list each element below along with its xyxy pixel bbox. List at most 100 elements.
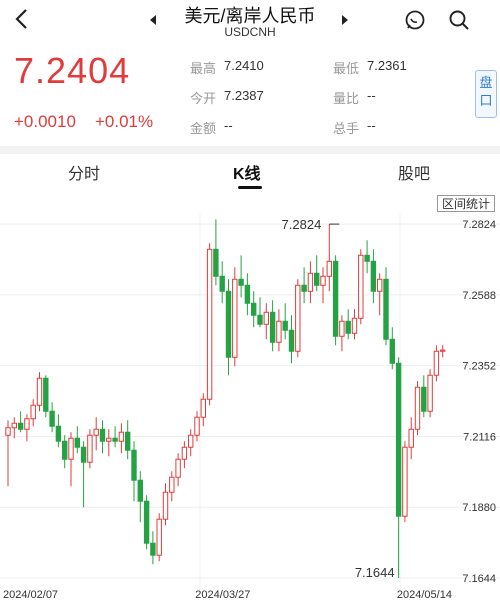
candle-body (370, 260, 377, 292)
stat-label: 最高 (190, 61, 217, 76)
candle-body (36, 377, 43, 406)
candle-body (169, 476, 175, 493)
candle-body (320, 275, 326, 286)
candle-body (408, 428, 414, 448)
candle-body (263, 311, 270, 325)
candle-body (295, 284, 301, 352)
candle-body (87, 434, 93, 463)
candle-body (339, 320, 345, 337)
candle-body (288, 329, 295, 352)
candle-body (257, 314, 263, 325)
search-icon[interactable] (448, 9, 470, 31)
candle-body (175, 458, 181, 478)
candle-body (74, 437, 80, 448)
candle-body (383, 278, 389, 340)
candle-body (62, 440, 68, 460)
min-annotation: 7.1644 (355, 565, 395, 580)
candle-body (307, 272, 314, 292)
price: 7.2404 (14, 50, 131, 91)
candle-body (181, 446, 188, 460)
candle-body (17, 422, 24, 430)
candle-body (200, 398, 207, 418)
stat-label: 最低 (333, 61, 360, 76)
candle-body (162, 491, 169, 520)
candle-body (377, 278, 383, 292)
candle-body (55, 425, 62, 442)
candle-body (143, 500, 150, 544)
stat-value: 7.2387 (224, 88, 264, 103)
next-button[interactable] (340, 14, 350, 26)
y-tick-label: 7.2824 (462, 219, 496, 231)
candle-body (282, 320, 288, 331)
stat-label: 今开 (190, 91, 217, 106)
candle-body (219, 275, 225, 292)
x-tick-label: 2024/05/14 (397, 589, 452, 601)
candle-body (93, 428, 99, 436)
candle-body (131, 449, 137, 481)
candle-body (225, 290, 232, 358)
tab-indicator (238, 186, 262, 189)
candle-body (314, 272, 320, 286)
candle-body (125, 431, 131, 451)
prev-button[interactable] (148, 14, 158, 26)
candle-body (269, 311, 276, 343)
candle-body (43, 377, 49, 412)
stat-label: 金额 (190, 121, 217, 136)
candle-body (11, 422, 18, 429)
stat-label: 总手 (333, 121, 360, 136)
candle-body (301, 284, 307, 292)
candle-body (395, 362, 402, 517)
y-tick-label: 7.1880 (462, 502, 496, 514)
tab[interactable]: 股吧 (398, 166, 431, 183)
candle-body (332, 260, 339, 337)
x-tick-label: 2024/03/27 (195, 589, 250, 601)
candle-body (156, 518, 162, 556)
stat-value: -- (367, 118, 376, 133)
candle-body (326, 260, 333, 277)
max-annotation: 7.2824 (282, 217, 322, 232)
stat-value: 7.2361 (367, 58, 407, 73)
candle-body (276, 320, 282, 343)
stat-value: 7.2410 (224, 58, 264, 73)
x-tick-label: 2024/02/07 (3, 589, 58, 601)
candle-body (137, 479, 144, 502)
chat-icon[interactable] (404, 9, 426, 31)
candle-body (213, 248, 219, 277)
candle-body (345, 320, 351, 334)
title: 美元/离岸人民币 (184, 6, 316, 26)
candle-body (440, 349, 446, 352)
candle-body (24, 418, 30, 430)
side-tab[interactable]: 盘口 (475, 70, 497, 118)
candle-body (238, 278, 244, 286)
y-tick-label: 7.1644 (462, 573, 496, 585)
change: +0.0010 (14, 112, 76, 131)
candle-body (414, 386, 421, 430)
candle-body (427, 374, 433, 412)
candle-body (68, 437, 74, 460)
candle-body (80, 446, 87, 463)
candle-body (358, 254, 364, 319)
candle-body (244, 284, 251, 304)
stat-value: -- (367, 88, 376, 103)
candle-body (49, 410, 55, 427)
change-pct: +0.01% (95, 112, 154, 131)
candle-body (364, 254, 370, 262)
y-tick-label: 7.2588 (462, 290, 496, 302)
candle-body (99, 428, 106, 442)
candle-body (30, 404, 36, 420)
y-tick-label: 7.2352 (462, 361, 496, 373)
tab-active[interactable]: K线 (233, 166, 261, 183)
back-button[interactable] (14, 8, 30, 30)
tab[interactable]: 分时 (68, 166, 101, 183)
candle-body (389, 338, 396, 364)
candle-body (421, 386, 427, 412)
candle-body (118, 431, 125, 442)
range-stats-button[interactable]: 区间统计 (437, 195, 495, 212)
candle-body (5, 427, 11, 436)
stat-label: 量比 (333, 91, 360, 106)
candle-body (251, 302, 257, 316)
candle-body (433, 350, 440, 376)
candle-body (232, 278, 238, 358)
